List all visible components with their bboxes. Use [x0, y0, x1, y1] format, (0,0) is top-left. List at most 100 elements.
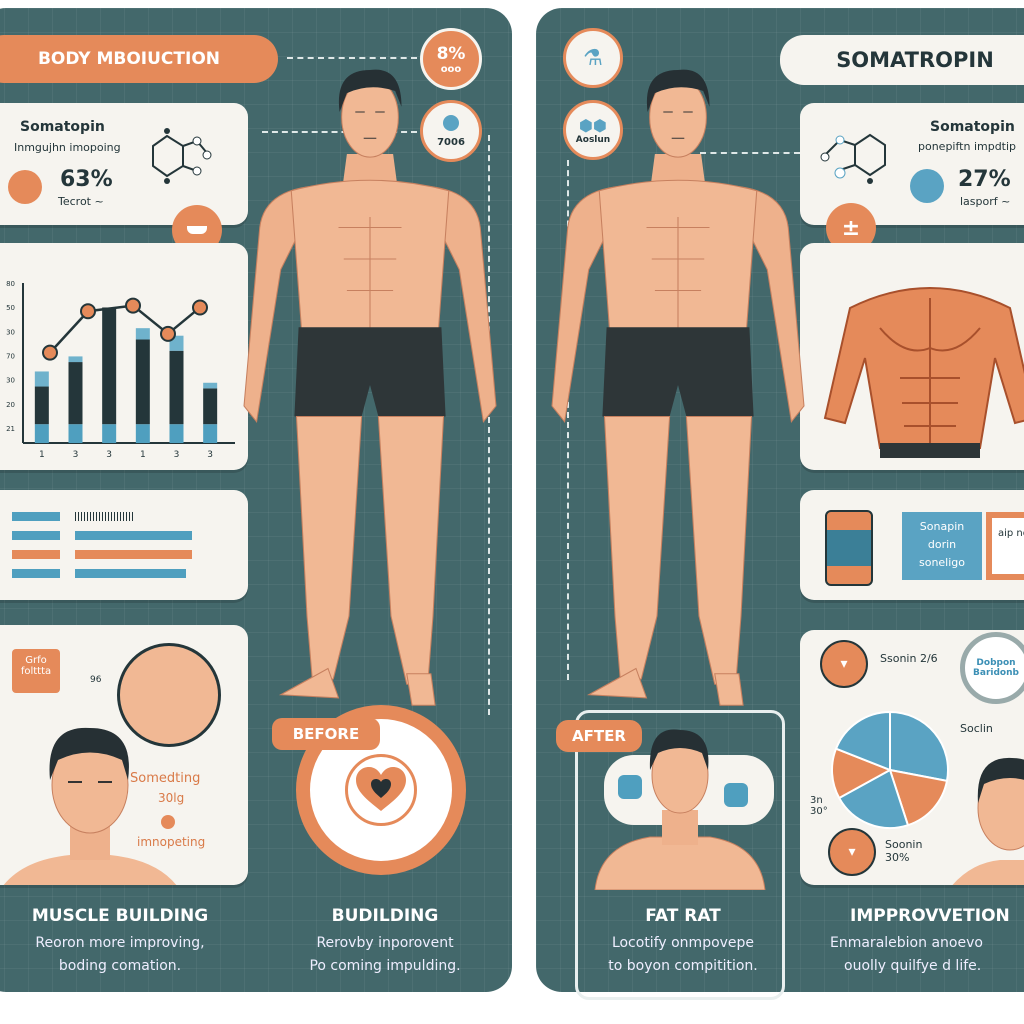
x-tick-label: 3: [106, 450, 112, 460]
section-heading: BUDILDING: [331, 906, 439, 926]
title-text: BODY MBOIUCTION: [37, 49, 221, 69]
progress-card: [0, 490, 248, 600]
bar-segment: [34, 371, 49, 387]
molecule-badge: ⬢⬢ Aoslun: [563, 100, 623, 160]
bar-segment: [68, 356, 83, 363]
connector: [262, 131, 417, 133]
bar-segment: [102, 307, 117, 425]
bar-segment: [68, 362, 83, 425]
progress-label-bar: [12, 569, 60, 578]
heart-inner-icon: [371, 779, 391, 798]
section-desc: Rerovby inporovent Po coming impulding.: [260, 932, 510, 978]
product-card: Sonapin dorin soneligo aip no: [800, 490, 1024, 600]
pie-slice: [834, 710, 891, 772]
compound-desc: Inmgujhn imopoing: [14, 141, 121, 154]
connector: [567, 160, 569, 680]
arrow-label: 96: [90, 675, 102, 685]
hex-icon: [724, 783, 748, 807]
before-text: BEFORE: [292, 725, 360, 743]
after-frame: [575, 710, 785, 1000]
vial-icon: [825, 510, 873, 586]
face-text: imnopeting: [137, 835, 206, 849]
dot-icon: [8, 170, 42, 204]
flask-icon: ⚗: [583, 45, 603, 71]
chart-card: 80 50 30 70 30 20 21 1 3 3 1 3 3: [0, 243, 248, 470]
x-tick-label: 3: [73, 450, 79, 460]
badge-label: Aoslun: [575, 134, 611, 145]
percent-value: 63%: [60, 167, 113, 192]
bar-segment: [102, 424, 117, 443]
molecule-icon: ⬢⬢: [579, 115, 607, 135]
trend-point: [80, 303, 96, 320]
trend-point: [160, 325, 176, 342]
after-text: AFTER: [572, 727, 626, 745]
info-card: Somatopin ponepiftn impdtip 27% lasporf …: [800, 103, 1024, 225]
bar-segment: [135, 328, 150, 340]
magnifier-icon: Dobpon Baridonb: [960, 632, 1024, 704]
y-tick-label: 30: [6, 377, 15, 385]
progress-label-bar: [12, 531, 60, 540]
before-figure: [243, 69, 497, 706]
molecule-icon: [152, 128, 212, 184]
compound-name: Somatopin: [930, 119, 1015, 135]
section-desc: Locotify onmpovepe to boyon compitition.: [558, 932, 808, 978]
down-icon: ▾: [840, 656, 848, 672]
badge: ▾: [828, 828, 876, 876]
down-icon: ▾: [848, 844, 856, 860]
y-tick-label: 70: [6, 353, 15, 361]
desc-line: ouolly quilfye d life.: [844, 958, 982, 974]
trend-point: [125, 297, 141, 314]
drop-badge: 7006: [420, 100, 482, 162]
bar-segment: [34, 424, 49, 443]
bar-line-chart: 80 50 30 70 30 20 21 1 3 3 1 3 3: [6, 280, 235, 460]
pie-card: ▾ Ssonin 2/6 Dobpon Baridonb Soclin 3n 3…: [800, 630, 1024, 885]
desc-line: Reoron more improving,: [35, 935, 205, 951]
dot-icon: [161, 815, 175, 829]
pie-label: Soclin: [960, 722, 993, 735]
connector: [287, 57, 417, 59]
desc-line: Enmaralebion anoevo: [830, 935, 983, 951]
y-tick-label: 21: [6, 425, 15, 433]
bar-segment: [169, 424, 184, 443]
pie-chart: [831, 710, 949, 829]
pie-label: Ssonin 2/6: [880, 652, 938, 665]
desc-line: boding comation.: [58, 958, 182, 974]
face-text: Somedting: [130, 771, 201, 786]
face-card: Grfo folttta 96 Somedting 30lg imnopetin…: [0, 625, 248, 885]
title-text: SOMATROPIN: [836, 48, 994, 72]
progress-label-bar: [12, 550, 60, 559]
percent-note: lasporf ~: [960, 195, 1011, 208]
lens-text: Dobpon Baridonb: [973, 658, 1019, 678]
badge-label: 7006: [437, 136, 465, 148]
compound-desc: ponepiftn impdtip: [918, 140, 1017, 153]
progress-label-bar: [12, 512, 60, 521]
desc-line: Rerovby inporovent: [316, 935, 454, 951]
bar-segment: [68, 424, 83, 443]
after-label: AFTER: [556, 720, 642, 752]
y-tick-label: 20: [6, 401, 15, 409]
pie-label: Soonin 30%: [885, 838, 923, 864]
section-desc: Reoron more improving, boding comation.: [0, 932, 245, 978]
bar-segment: [34, 386, 49, 425]
desc-line: Locotify onmpovepe: [611, 935, 755, 951]
desc-line: Po coming impulding.: [309, 958, 461, 974]
progress-bar: [75, 531, 192, 540]
product-side-label: aip no: [986, 512, 1024, 580]
title-pill: SOMATROPIN: [780, 35, 1024, 85]
bar-segment: [203, 388, 218, 425]
bar-segment: [169, 350, 184, 425]
molecule-icon: [820, 133, 886, 184]
tag-box: Grfo folttta: [12, 649, 60, 693]
y-tick-label: 80: [6, 280, 15, 288]
heart-icon: [356, 767, 406, 811]
flask-badge: ⚗: [563, 28, 623, 88]
dot-icon: [910, 169, 944, 203]
bar-segment: [135, 339, 150, 425]
chest-closeup: [117, 643, 221, 747]
section-heading: IMPPROVVETION: [850, 906, 1010, 926]
before-label: BEFORE: [272, 718, 380, 750]
y-tick-label: 50: [6, 304, 15, 312]
plus-icon: ±: [841, 215, 861, 241]
percent-note: Tecrot ~: [58, 195, 104, 208]
hex-icon: [618, 775, 642, 799]
